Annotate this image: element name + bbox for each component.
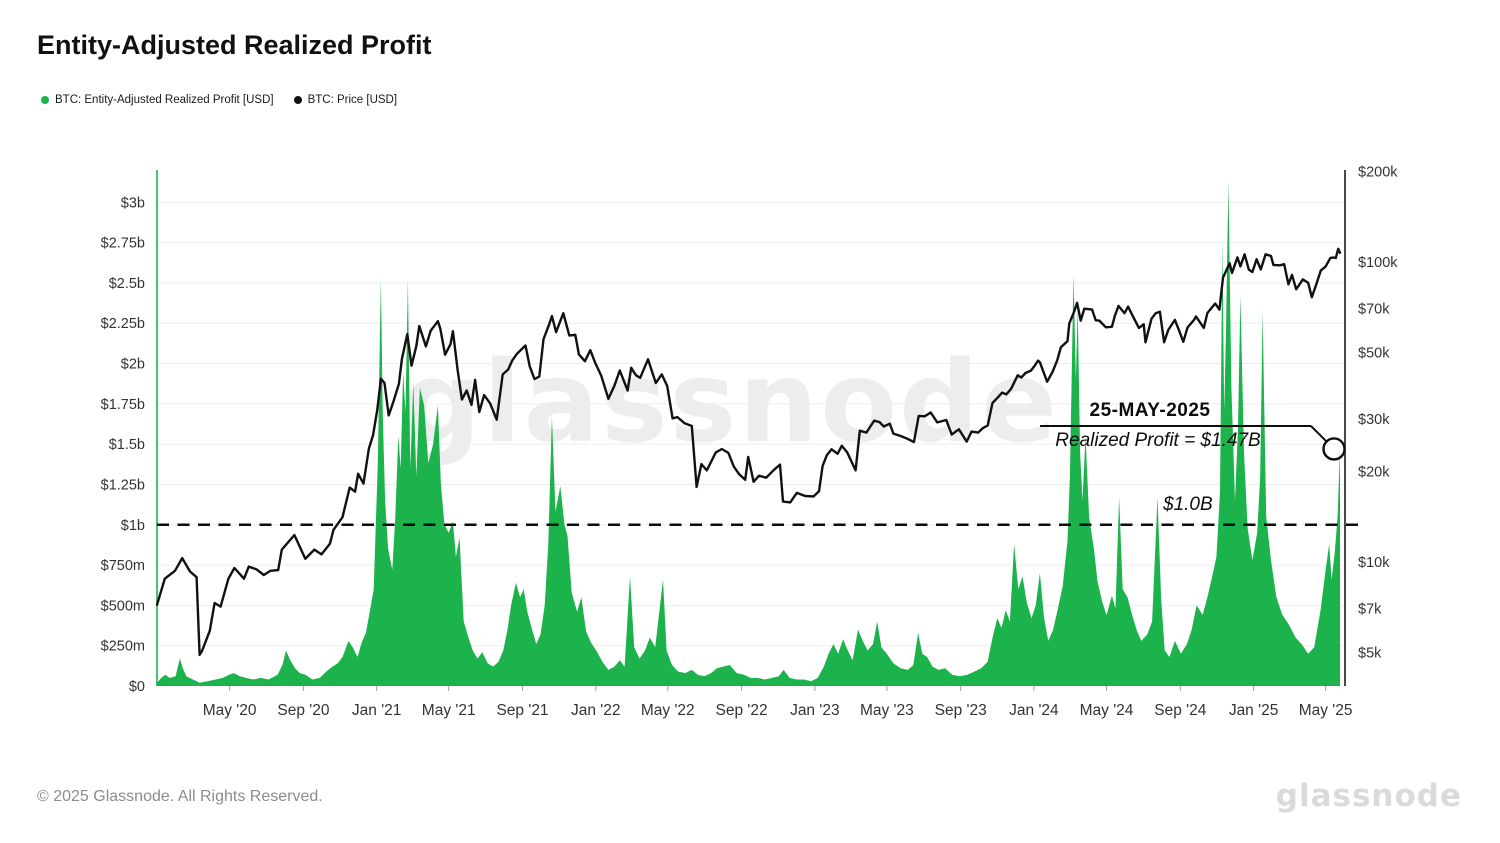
- copyright-text: © 2025 Glassnode. All Rights Reserved.: [37, 788, 323, 805]
- x-tick-label: Sep '23: [935, 702, 987, 719]
- x-tick-label: Jan '23: [790, 702, 840, 719]
- realized-profit-area: [157, 181, 1340, 687]
- x-tick-label: May '22: [641, 702, 695, 719]
- right-axis-label: $7k: [1358, 601, 1382, 617]
- left-axis-label: $500m: [101, 598, 145, 614]
- x-tick-label: May '21: [422, 702, 476, 719]
- left-axis-label: $250m: [101, 639, 145, 655]
- legend-dot-profit-icon: [41, 96, 49, 104]
- chart-title: Entity-Adjusted Realized Profit: [37, 30, 432, 60]
- right-axis-label: $5k: [1358, 645, 1382, 661]
- right-axis-label: $20k: [1358, 465, 1390, 481]
- right-axis-label: $30k: [1358, 412, 1390, 428]
- right-axis-label: $50k: [1358, 345, 1390, 361]
- right-axis-label: $100k: [1358, 255, 1398, 271]
- glassnode-logo: glassnode: [1275, 778, 1462, 814]
- left-axis-label: $1.5b: [109, 437, 145, 453]
- x-tick-label: Sep '21: [496, 702, 548, 719]
- right-axis-label: $200k: [1358, 165, 1398, 181]
- x-tick-label: May '23: [860, 702, 914, 719]
- annotation-leader-diagonal: [1310, 425, 1328, 443]
- legend-dot-price-icon: [293, 96, 302, 104]
- left-axis-label: $750m: [101, 558, 145, 574]
- left-axis-label: $3b: [121, 195, 145, 211]
- left-axis-label: $2b: [121, 357, 145, 373]
- legend-label-profit: BTC: Entity-Adjusted Realized Profit [US…: [55, 94, 274, 106]
- left-axis-label: $1.75b: [101, 397, 145, 413]
- x-tick-label: Sep '22: [716, 702, 768, 719]
- x-tick-label: Jan '21: [352, 702, 402, 719]
- right-axis-label: $10k: [1358, 555, 1390, 571]
- legend-item-price[interactable]: BTC: Price [USD]: [293, 94, 398, 106]
- left-axis-label: $0: [129, 679, 145, 695]
- btc-price-line: [155, 247, 1342, 657]
- x-tick-label: Sep '24: [1154, 702, 1206, 719]
- x-tick-label: Sep '20: [277, 702, 329, 719]
- x-tick-label: May '25: [1299, 702, 1353, 719]
- right-axis-label: $70k: [1358, 301, 1390, 317]
- left-axis-label: $2.25b: [101, 316, 145, 332]
- left-axis-label: $1b: [121, 518, 145, 534]
- threshold-label: $1.0B: [1163, 494, 1213, 515]
- x-tick-label: Jan '24: [1009, 702, 1059, 719]
- x-tick-label: Jan '22: [571, 702, 621, 719]
- annotation-value: Realized Profit = $1.47B: [1055, 430, 1261, 451]
- legend-item-realized-profit[interactable]: BTC: Entity-Adjusted Realized Profit [US…: [41, 94, 274, 106]
- left-axis-label: $2.5b: [109, 276, 145, 292]
- x-tick-label: May '24: [1080, 702, 1134, 719]
- annotation-date: 25-MAY-2025: [1089, 400, 1211, 421]
- left-axis-label: $2.75b: [101, 236, 145, 252]
- annotation-target-marker: [1322, 437, 1346, 461]
- watermark: glassnode: [400, 338, 1060, 468]
- legend-label-price: BTC: Price [USD]: [307, 94, 398, 106]
- x-tick-label: May '20: [203, 702, 257, 719]
- left-axis-label: $1.25b: [101, 477, 145, 493]
- x-tick-label: Jan '25: [1229, 702, 1279, 719]
- legend: BTC: Entity-Adjusted Realized Profit [US…: [41, 94, 397, 106]
